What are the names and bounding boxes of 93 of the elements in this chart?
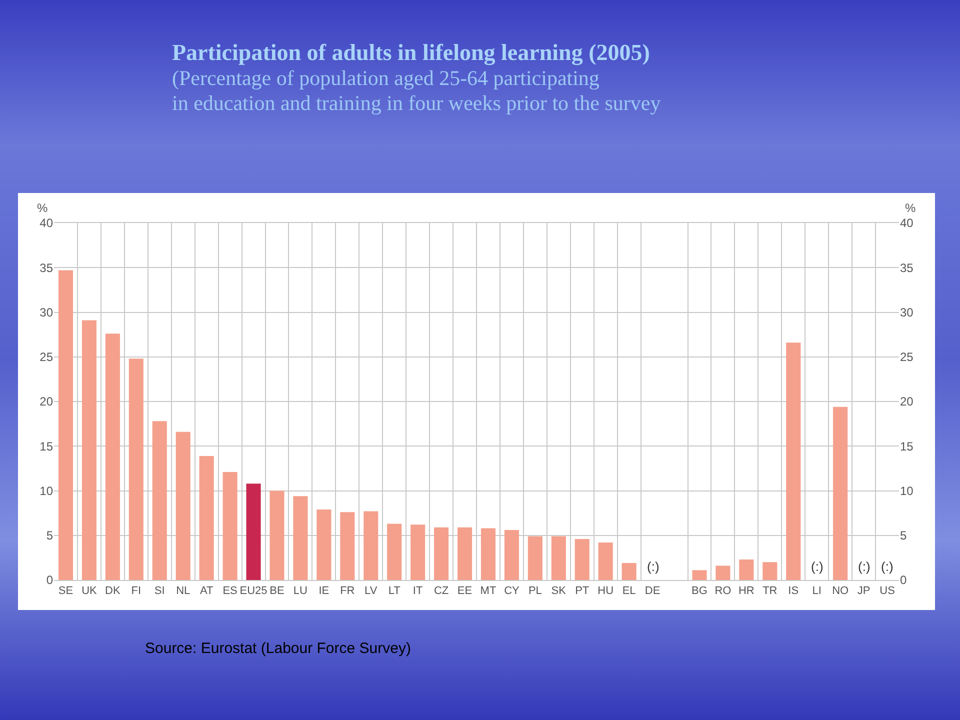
bar (528, 536, 542, 580)
bar (128, 358, 144, 580)
bar (739, 559, 754, 580)
y-tick-label: 5 (46, 528, 54, 543)
bar (387, 524, 402, 580)
y-tick-label: 10 (40, 484, 54, 498)
bar (222, 472, 238, 580)
bar (152, 421, 167, 580)
x-tick-label: SE (58, 585, 74, 598)
x-tick-label: FI (131, 585, 142, 598)
bar (598, 542, 613, 580)
x-tick-label: LU (293, 585, 308, 598)
bar (692, 570, 707, 580)
x-tick-label: PL (528, 585, 542, 598)
bar (504, 530, 519, 580)
x-tick-label: EE (457, 585, 472, 598)
x-tick-label: US (880, 585, 895, 598)
y2-tick-label: 10 (900, 484, 914, 498)
chart-title: Participation of adults in lifelong learning (2005) (172, 40, 651, 66)
source-note: Source: Eurostat (Labour Force Survey) (145, 640, 411, 657)
y2-axis-title: % (905, 201, 916, 215)
x-tick-label: IT (412, 585, 423, 598)
x-tick-label: HU (598, 585, 614, 598)
x-tick-label: EU25 (240, 585, 268, 598)
x-tick-label: LV (364, 585, 378, 598)
x-tick-label: SI (154, 585, 165, 598)
bar (574, 538, 590, 580)
y-tick-label: 20 (40, 394, 54, 409)
x-tick-label: LT (388, 585, 401, 598)
y2-tick-label: 35 (900, 260, 914, 275)
y2-tick-label: 15 (900, 439, 914, 454)
text: (:) (647, 559, 660, 574)
text: (:) (881, 559, 894, 574)
bar (199, 456, 214, 580)
x-tick-label: IS (788, 585, 799, 598)
x-tick-label: DK (105, 585, 121, 598)
y-tick-label: 30 (40, 305, 54, 320)
bar (340, 512, 355, 580)
bar (480, 528, 496, 580)
bar (716, 566, 730, 580)
bar (410, 524, 426, 580)
y-tick-label: 0 (46, 573, 54, 588)
x-tick-label: CZ (434, 585, 449, 598)
y-tick-label: 40 (40, 216, 54, 230)
x-tick-label: AT (200, 585, 214, 598)
bar (364, 511, 378, 580)
x-tick-label: CY (504, 585, 520, 598)
x-tick-label: SK (551, 585, 567, 598)
chart-subtitle: (Percentage of population aged 25-64 participating in education and training in four weeks prior to the survey (172, 66, 662, 116)
y2-tick-label: 5 (900, 528, 907, 543)
x-tick-label: PT (575, 585, 590, 598)
bar (786, 342, 801, 580)
y-axis-title: % (37, 201, 48, 215)
bar (457, 527, 472, 580)
x-tick-label: MT (480, 585, 496, 598)
bar (58, 270, 74, 580)
x-tick-label: ES (222, 585, 238, 598)
y-tick-label: 25 (40, 350, 54, 364)
bar (762, 562, 778, 580)
y2-tick-label: 30 (900, 305, 914, 320)
y-tick-label: 35 (40, 260, 54, 275)
bar (105, 334, 120, 580)
bar (246, 484, 261, 580)
bar (833, 406, 848, 580)
bar (434, 527, 449, 580)
x-tick-label: HR (738, 585, 754, 598)
y2-tick-label: 20 (900, 394, 914, 409)
x-tick-label: FR (340, 585, 355, 598)
x-tick-label: TR (762, 585, 778, 598)
x-tick-label: NO (832, 585, 850, 598)
x-tick-label: BG (692, 585, 708, 598)
bar (82, 320, 96, 580)
x-tick-label: DE (644, 585, 660, 598)
x-tick-label: IE (318, 585, 330, 598)
x-tick-label: BE (270, 585, 284, 598)
x-tick-label: JP (857, 585, 870, 598)
x-tick-label: UK (82, 585, 98, 598)
bar (622, 563, 636, 580)
bar (551, 536, 566, 580)
bar (316, 509, 332, 580)
y2-tick-label: 40 (900, 216, 914, 230)
x-tick-label: EL (622, 585, 636, 598)
text: (:) (858, 559, 870, 574)
x-tick-label: RO (714, 585, 732, 598)
bar (270, 490, 284, 580)
bar (293, 496, 308, 580)
x-tick-label: NL (176, 585, 190, 598)
bar (176, 432, 190, 580)
y-tick-label: 15 (40, 439, 54, 454)
y2-tick-label: 25 (900, 350, 914, 364)
y2-tick-label: 0 (900, 573, 907, 588)
text: (:) (811, 559, 824, 574)
x-tick-label: LI (812, 585, 822, 598)
